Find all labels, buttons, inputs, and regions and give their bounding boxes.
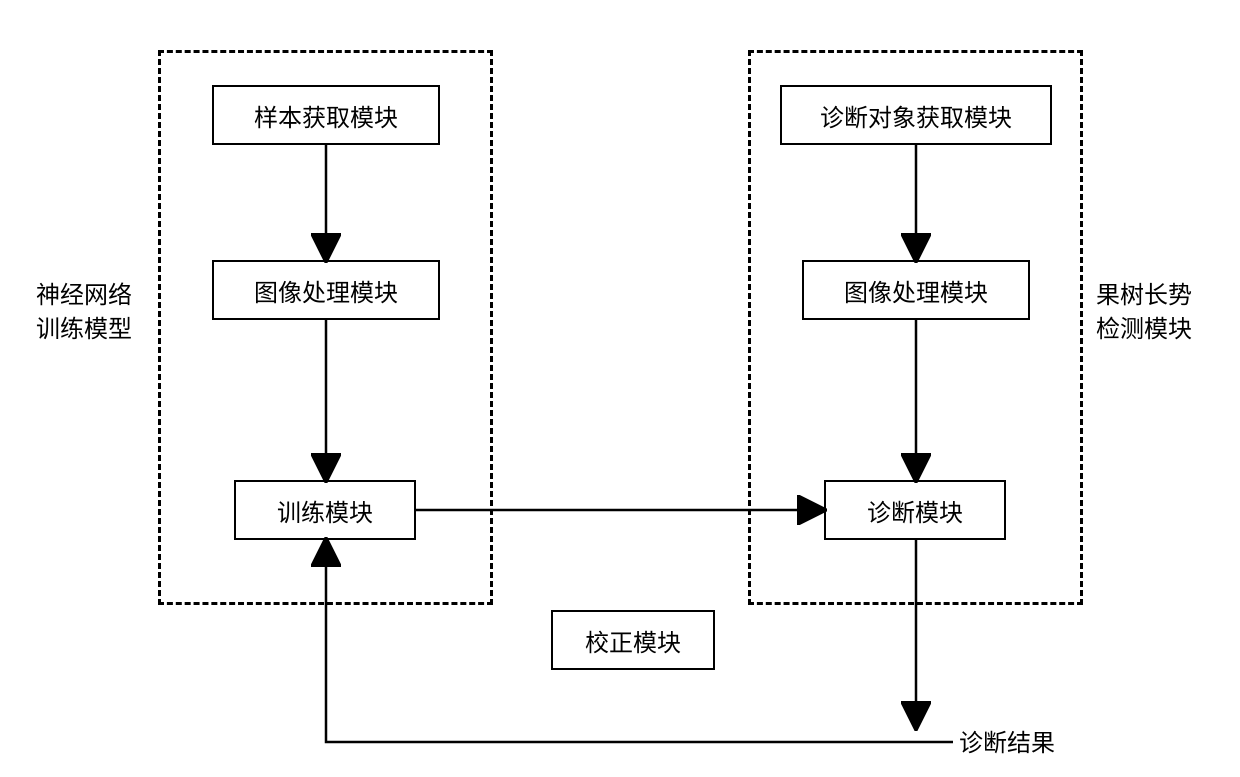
sample-acquire-box: 样本获取模块 (212, 85, 440, 145)
nn-train-label-line1: 神经网络 (36, 280, 132, 314)
image-process-right-box: 图像处理模块 (802, 260, 1030, 320)
diag-result-label: 诊断结果 (959, 728, 1055, 762)
train-module-label: 训练模块 (277, 493, 373, 528)
sample-acquire-label: 样本获取模块 (254, 98, 398, 133)
diag-module-label: 诊断模块 (867, 493, 963, 528)
image-process-right-label: 图像处理模块 (844, 273, 988, 308)
correct-module-label: 校正模块 (585, 623, 681, 658)
correct-module-box: 校正模块 (551, 610, 715, 670)
diag-obj-acquire-label: 诊断对象获取模块 (820, 98, 1012, 133)
fruit-tree-label-line1: 果树长势 (1096, 280, 1192, 314)
nn-train-label-line2: 训练模型 (36, 314, 132, 348)
train-module-box: 训练模块 (234, 480, 416, 540)
diag-module-box: 诊断模块 (824, 480, 1006, 540)
diag-obj-acquire-box: 诊断对象获取模块 (780, 85, 1052, 145)
image-process-left-box: 图像处理模块 (212, 260, 440, 320)
image-process-left-label: 图像处理模块 (254, 273, 398, 308)
fruit-tree-label-line2: 检测模块 (1096, 314, 1192, 348)
